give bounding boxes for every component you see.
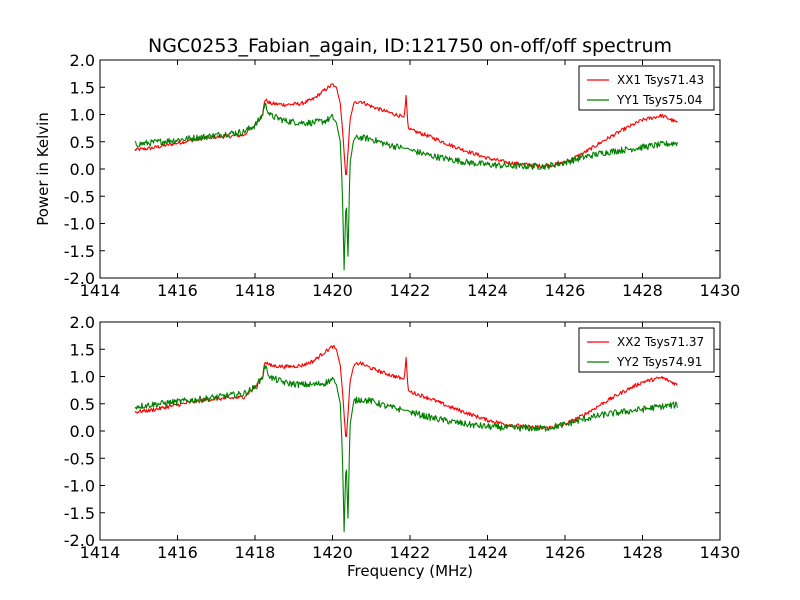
legend: XX2 Tsys71.37 YY2 Tsys74.91 xyxy=(578,327,715,373)
chart-panel-1: 1414 1416 1418 1420 1422 1424 1426 1428 1430 -2.0… xyxy=(34,35,740,300)
legend-box xyxy=(578,65,715,111)
x-tick-label: 1428 xyxy=(622,543,663,562)
x-tick-label: 1426 xyxy=(545,281,586,300)
x-tick-label: 1426 xyxy=(545,543,586,562)
y-tick-label: -0.5 xyxy=(64,187,95,206)
x-tick-label: 1416 xyxy=(157,543,198,562)
chart-title: NGC0253_Fabian_again, ID:121750 on-off/o… xyxy=(148,35,672,57)
y-tick-label: 0.0 xyxy=(70,422,95,441)
x-tick-label: 1430 xyxy=(700,543,741,562)
legend-label-2: YY1 Tsys75.04 xyxy=(616,93,702,107)
y-axis-label: Power in Kelvin xyxy=(34,112,52,226)
x-tick-label: 1414 xyxy=(80,281,121,300)
legend-label-1: XX2 Tsys71.37 xyxy=(617,335,704,349)
y-tick-label: 1.5 xyxy=(70,78,95,97)
y-tick-label: 0.5 xyxy=(70,133,95,152)
y-tick-label: 2.0 xyxy=(70,51,95,70)
x-tick-label: 1424 xyxy=(467,281,508,300)
y-tick-label: 0.0 xyxy=(70,160,95,179)
y-tick-label: 2.0 xyxy=(70,313,95,332)
y-tick-label: -1.5 xyxy=(64,242,95,261)
legend-label-2: YY2 Tsys74.91 xyxy=(616,355,702,369)
x-tick-label: 1422 xyxy=(390,281,431,300)
y-tick-label: 1.0 xyxy=(70,368,95,387)
y-tick-label: -1.0 xyxy=(64,477,95,496)
legend: XX1 Tsys71.43 YY1 Tsys75.04 xyxy=(578,65,715,111)
x-axis-label: Frequency (MHz) xyxy=(347,562,473,580)
x-tick-label: 1424 xyxy=(467,543,508,562)
x-tick-label: 1418 xyxy=(235,281,276,300)
y-tick-label: -1.0 xyxy=(64,215,95,234)
x-tick-label: 1430 xyxy=(700,281,741,300)
x-tick-label: 1418 xyxy=(235,543,276,562)
x-tick-label: 1414 xyxy=(80,543,121,562)
y-tick-label: -0.5 xyxy=(64,449,95,468)
series-group xyxy=(134,345,678,533)
x-tick-label: 1428 xyxy=(622,281,663,300)
y-tick-label: -1.5 xyxy=(64,504,95,523)
y-tick-label: -2.0 xyxy=(64,531,95,550)
x-tick-label: 1422 xyxy=(390,543,431,562)
series-line-2 xyxy=(134,102,678,271)
series-group xyxy=(134,83,678,271)
x-tick-label: 1420 xyxy=(312,281,353,300)
x-tick-label: 1416 xyxy=(157,281,198,300)
panels: 1414 1416 1418 1420 1422 1424 1426 1428 1430 -2.0… xyxy=(34,35,740,580)
y-tick-label: 1.0 xyxy=(70,106,95,125)
series-line-2 xyxy=(134,365,678,533)
x-tick-label: 1420 xyxy=(312,543,353,562)
y-tick-label: 0.5 xyxy=(70,395,95,414)
chart-panel-2: 1414 1416 1418 1420 1422 1424 1426 1428 1430 -2.0… xyxy=(64,313,741,580)
y-tick-label: -2.0 xyxy=(64,269,95,288)
y-tick-label: 1.5 xyxy=(70,340,95,359)
legend-box xyxy=(578,327,715,373)
legend-label-1: XX1 Tsys71.43 xyxy=(617,73,704,87)
